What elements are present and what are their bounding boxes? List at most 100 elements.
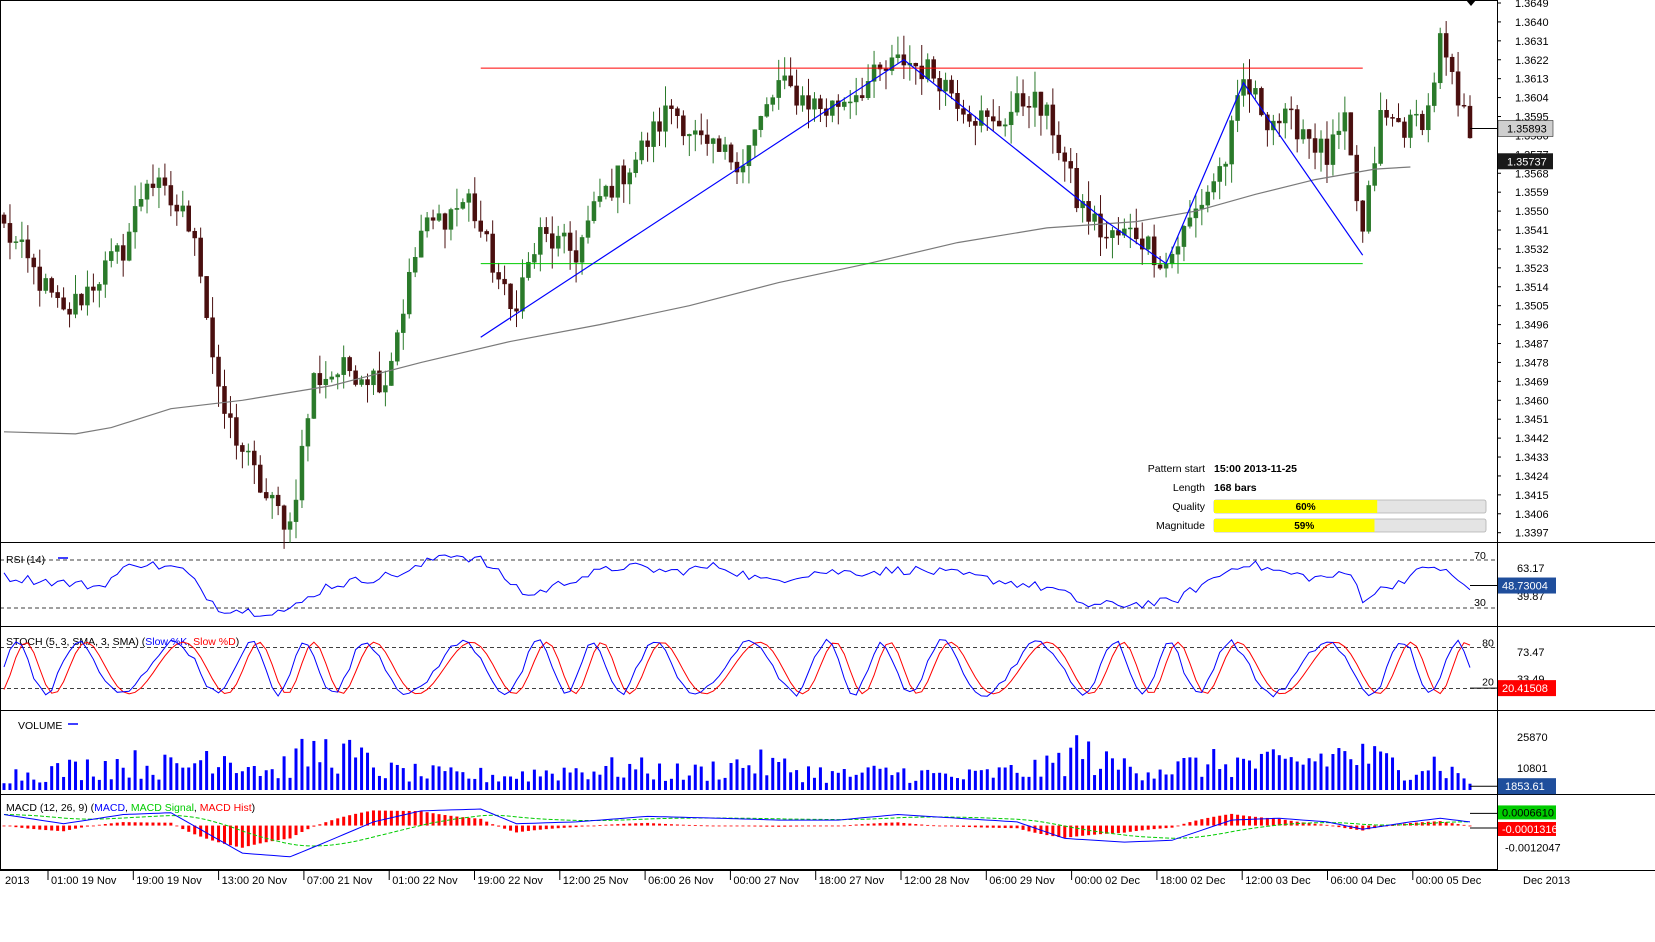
macd-hist-bar [556, 825, 560, 829]
volume-bar [598, 774, 602, 790]
macd-hist-bar [360, 812, 364, 826]
candle-body [1128, 227, 1133, 230]
volume-bar [1104, 751, 1108, 790]
macd-sep2: , [194, 802, 200, 814]
volume-bar [932, 773, 936, 790]
candle-body [1145, 236, 1151, 250]
macd-hist-bar [1307, 823, 1311, 826]
volume-bar [878, 768, 882, 790]
macd-hist-bar [640, 823, 644, 826]
macd-hist-bar [592, 825, 596, 827]
candle-body [663, 105, 668, 132]
candle-body [937, 78, 942, 92]
candle-body [299, 445, 305, 501]
macd-hist-bar [693, 825, 697, 826]
macd-hist-bar [479, 818, 483, 826]
volume-bar [1408, 779, 1412, 790]
volume-bar [801, 782, 805, 790]
macd-hist-bar [109, 823, 113, 826]
candle-body [1026, 105, 1032, 108]
macd-tick: -0.0012047 [1505, 843, 1561, 855]
candle-body [395, 332, 400, 362]
volume-bar [312, 740, 316, 790]
volume-bar [1468, 783, 1472, 790]
candle-body [693, 130, 698, 135]
volume-bar [139, 778, 143, 790]
volume-bar [848, 776, 852, 790]
candle-body [996, 120, 1002, 127]
macd-histogram [2, 810, 1472, 848]
macd-hist-bar [336, 818, 340, 826]
macd-hist-bar [461, 817, 465, 826]
candle-body [1098, 213, 1103, 238]
macd-hist-bar [425, 812, 429, 826]
macd-hist-bar [324, 822, 328, 826]
macd-hist-bar [884, 822, 888, 826]
macd-hist-current-badge [1498, 821, 1556, 836]
volume-bar [1039, 776, 1043, 790]
volume-bar [1271, 749, 1275, 790]
macd-hist-bar [765, 825, 769, 827]
candle-body [1408, 114, 1413, 138]
macd-hist-bar [890, 822, 894, 826]
volume-bar [270, 769, 274, 790]
macd-hist-bar [1212, 816, 1216, 826]
volume-bar [217, 767, 221, 790]
rsi-current-badge [1498, 577, 1556, 594]
volume-bar [908, 782, 912, 790]
candle-body [192, 230, 197, 239]
macd-hist-bar [902, 822, 906, 826]
price-tick-label: 1.3622 [1515, 55, 1549, 67]
candles [1, 21, 1473, 549]
macd-hist-bar [1021, 825, 1025, 830]
candle-body [550, 233, 555, 249]
candle-body [448, 209, 454, 230]
macd-hist-bar [658, 823, 662, 826]
volume-bar [1230, 777, 1234, 790]
volume-bar [658, 763, 662, 790]
candle-body [806, 95, 811, 110]
rsi-level-label: 30 [1474, 597, 1486, 609]
candle-body [1318, 138, 1324, 153]
macd-hist-bar [926, 824, 930, 826]
macd-hist-bar [753, 825, 757, 827]
volume-bar [646, 773, 650, 790]
candle-body [1157, 264, 1163, 269]
price-tick-label: 1.3424 [1515, 471, 1549, 483]
candle-body [1092, 213, 1097, 222]
macd-hist-bar [711, 825, 715, 827]
candle-body [341, 357, 346, 375]
volume-bar [675, 763, 679, 790]
rsi-line [3, 554, 1471, 617]
candle-body [573, 250, 579, 263]
price-tick-label: 1.3460 [1515, 395, 1549, 407]
candle-body [651, 121, 656, 147]
macd-hist-bar [979, 825, 983, 828]
volume-bar [944, 773, 948, 790]
macd-hist-bar [473, 818, 477, 826]
volume-bar [1206, 764, 1210, 790]
volume-bar [765, 775, 769, 790]
candle-body [1032, 91, 1038, 108]
volume-bar [342, 743, 346, 790]
macd-hist-bar [628, 823, 632, 826]
price-tick-label: 1.3649 [1515, 0, 1549, 10]
candle-body [842, 101, 847, 107]
candle-body [609, 185, 615, 198]
candle-body [13, 241, 19, 243]
candle-body [1300, 129, 1306, 140]
candle-body [818, 98, 823, 109]
macd-hist-bar [1158, 825, 1162, 829]
macd-hist-bar [1462, 824, 1466, 826]
macd-hist-bar [217, 825, 221, 843]
candle-body [496, 272, 501, 280]
price-tick-label: 1.3505 [1515, 301, 1549, 313]
volume-bar [348, 739, 352, 790]
volume-bar [610, 757, 614, 790]
macd-hist-bar [1069, 825, 1073, 838]
macd-hist-bar [407, 810, 411, 826]
candle-body [1396, 118, 1401, 123]
macd-label-text: MACD (12, 26, 9) ( [6, 802, 95, 814]
candle-body [1402, 121, 1407, 138]
macd-hist-bar [1003, 825, 1007, 829]
